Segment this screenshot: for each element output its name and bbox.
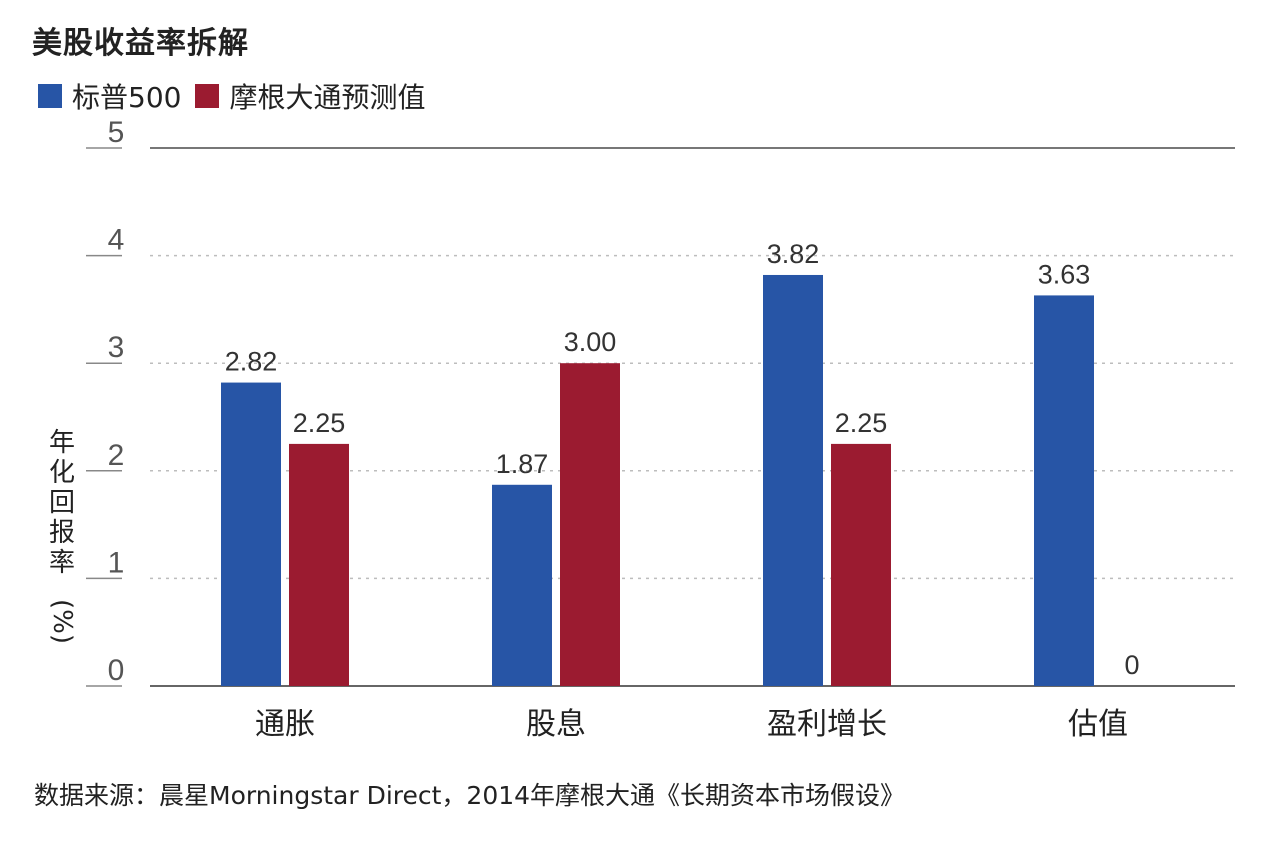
- data-label: 2.25: [835, 408, 888, 438]
- bar-jpm: [831, 443, 891, 686]
- data-label: 1.87: [496, 449, 549, 479]
- data-label: 2.82: [225, 347, 278, 377]
- legend-swatch-sp500: [38, 84, 62, 108]
- data-label: 3.00: [564, 327, 617, 357]
- legend-swatch-jpm: [195, 84, 220, 108]
- category-label: 股息: [526, 707, 586, 742]
- y-tick-label: 3: [108, 331, 125, 364]
- data-label: 3.82: [767, 239, 820, 269]
- legend-label-sp500: 标普500: [72, 81, 182, 114]
- bar-jpm: [289, 443, 349, 686]
- bar-jpm: [560, 363, 620, 686]
- bar-sp500: [1034, 295, 1094, 686]
- legend-label-jpm: 摩根大通预测值: [229, 81, 426, 114]
- y-tick-label: 4: [108, 224, 125, 257]
- y-axis-label-text: 年化回报率: [48, 428, 75, 578]
- category-label: 估值: [1068, 707, 1128, 742]
- legend-item-jpm: 摩根大通预测值: [195, 76, 425, 116]
- y-axis-label: 年化回报率 (%): [44, 428, 80, 644]
- y-tick-label: 1: [108, 546, 125, 579]
- chart-title: 美股收益率拆解: [32, 26, 249, 61]
- legend: 标普500 摩根大通预测值: [38, 76, 439, 116]
- bar-sp500: [221, 382, 281, 686]
- y-tick-label: 5: [108, 116, 125, 149]
- source-note: 数据来源：晨星Morningstar Direct，2014年摩根大通《长期资本…: [34, 781, 906, 810]
- category-label: 通胀: [255, 707, 315, 742]
- data-label: 0: [1124, 650, 1139, 680]
- category-label: 盈利增长: [767, 707, 887, 742]
- legend-item-sp500: 标普500: [38, 76, 181, 116]
- y-tick-label: 2: [108, 439, 125, 472]
- data-label: 2.25: [293, 408, 346, 438]
- bar-sp500: [492, 484, 552, 686]
- y-tick-label: 0: [108, 654, 125, 687]
- bar-sp500: [763, 274, 823, 686]
- data-label: 3.63: [1038, 259, 1091, 289]
